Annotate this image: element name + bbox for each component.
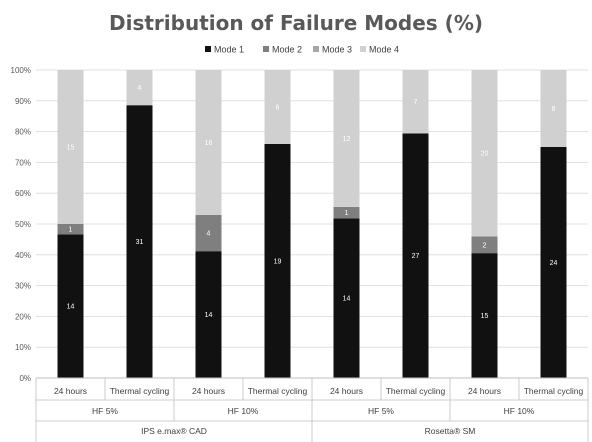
data-label: 15 — [481, 313, 489, 320]
data-label: 1 — [345, 210, 349, 217]
data-label: 31 — [136, 239, 144, 246]
x-category-label: Thermal cycling — [386, 386, 446, 396]
bar-segment — [195, 70, 222, 215]
data-label: 12 — [343, 136, 351, 143]
x-category-label: 24 hours — [468, 386, 501, 396]
chart-title: Distribution of Failure Modes (%) — [109, 11, 483, 35]
data-label: 14 — [67, 304, 75, 311]
data-label: 7 — [414, 99, 418, 106]
data-label: 4 — [207, 231, 211, 238]
data-label: 27 — [412, 253, 420, 260]
y-tick-label: 10% — [15, 343, 31, 352]
y-tick-label: 20% — [15, 312, 31, 321]
y-axis: 0% 10% 20% 30% 40% 50% 60% 70% 80% 90% 100% — [11, 66, 31, 383]
legend-label-3: Mode 3 — [322, 45, 352, 55]
x-group-label: HF 5% — [92, 406, 118, 416]
x-category-label: Thermal cycling — [110, 386, 170, 396]
y-tick-label: 40% — [15, 251, 31, 260]
bar-segment — [333, 218, 360, 378]
bar-segment — [264, 143, 291, 378]
bar-segment — [471, 253, 498, 378]
legend-label-2: Mode 2 — [272, 45, 302, 55]
data-label: 1 — [69, 227, 73, 234]
x-group-label: HF 5% — [368, 406, 394, 416]
legend-swatch-3 — [313, 46, 319, 52]
data-label: 2 — [483, 242, 487, 249]
legend-label-1: Mode 1 — [214, 45, 244, 55]
legend-swatch-1 — [205, 46, 211, 52]
x-category-label: Thermal cycling — [524, 386, 584, 396]
x-supergroup-label: Rosetta® SM — [425, 426, 476, 436]
y-tick-label: 70% — [15, 158, 31, 167]
y-tick-label: 100% — [11, 66, 31, 75]
bar-segment — [126, 70, 153, 106]
bar-segment — [540, 70, 567, 147]
x-category-label: 24 hours — [192, 386, 225, 396]
legend: Mode 1 Mode 2 Mode 3 Mode 4 — [205, 45, 399, 55]
data-label: 24 — [550, 260, 558, 267]
bar-segment — [402, 133, 429, 378]
data-label: 20 — [481, 151, 489, 158]
x-category-label: 24 hours — [330, 386, 363, 396]
bar-segment — [471, 70, 498, 237]
bar-segment — [333, 70, 360, 207]
bar-segment — [195, 251, 222, 378]
x-category-label: Thermal cycling — [248, 386, 308, 396]
x-group-label: HF 10% — [228, 406, 259, 416]
data-label: 15 — [67, 145, 75, 152]
y-tick-label: 50% — [15, 220, 31, 229]
data-label: 16 — [205, 140, 213, 147]
y-tick-label: 80% — [15, 128, 31, 137]
bar-segment — [471, 236, 498, 254]
bar-segment — [57, 234, 84, 378]
x-category-label: 24 hours — [54, 386, 87, 396]
y-tick-label: 90% — [15, 97, 31, 106]
bar-segment — [57, 70, 84, 224]
legend-swatch-2 — [263, 46, 269, 52]
gridlines — [36, 69, 588, 379]
x-group-label: HF 10% — [504, 406, 535, 416]
legend-swatch-4 — [360, 46, 366, 52]
legend-label-4: Mode 4 — [369, 45, 399, 55]
x-axis: 24 hours Thermal cycling 24 hours Thermal c… — [35, 377, 589, 442]
data-label: 4 — [138, 85, 142, 92]
bar-segment — [402, 70, 429, 134]
bar-segment — [333, 206, 360, 219]
y-tick-label: 0% — [19, 374, 31, 383]
data-label: 19 — [274, 258, 282, 265]
bar-segment — [540, 147, 567, 378]
data-label: 14 — [205, 312, 213, 319]
bar-segment — [57, 224, 84, 235]
y-tick-label: 60% — [15, 189, 31, 198]
bar-segment — [195, 214, 222, 252]
data-label: 14 — [343, 296, 351, 303]
bar-segment — [264, 70, 291, 144]
bar-segment — [126, 105, 153, 378]
data-label: 6 — [276, 104, 280, 111]
x-supergroup-label: IPS e.max® CAD — [141, 426, 207, 436]
data-label: 8 — [552, 106, 556, 113]
y-tick-label: 30% — [15, 282, 31, 291]
bars: 14 1 15 31 4 14 4 16 19 6 14 1 12 27 7 15 2 20 24 8 — [57, 70, 567, 378]
